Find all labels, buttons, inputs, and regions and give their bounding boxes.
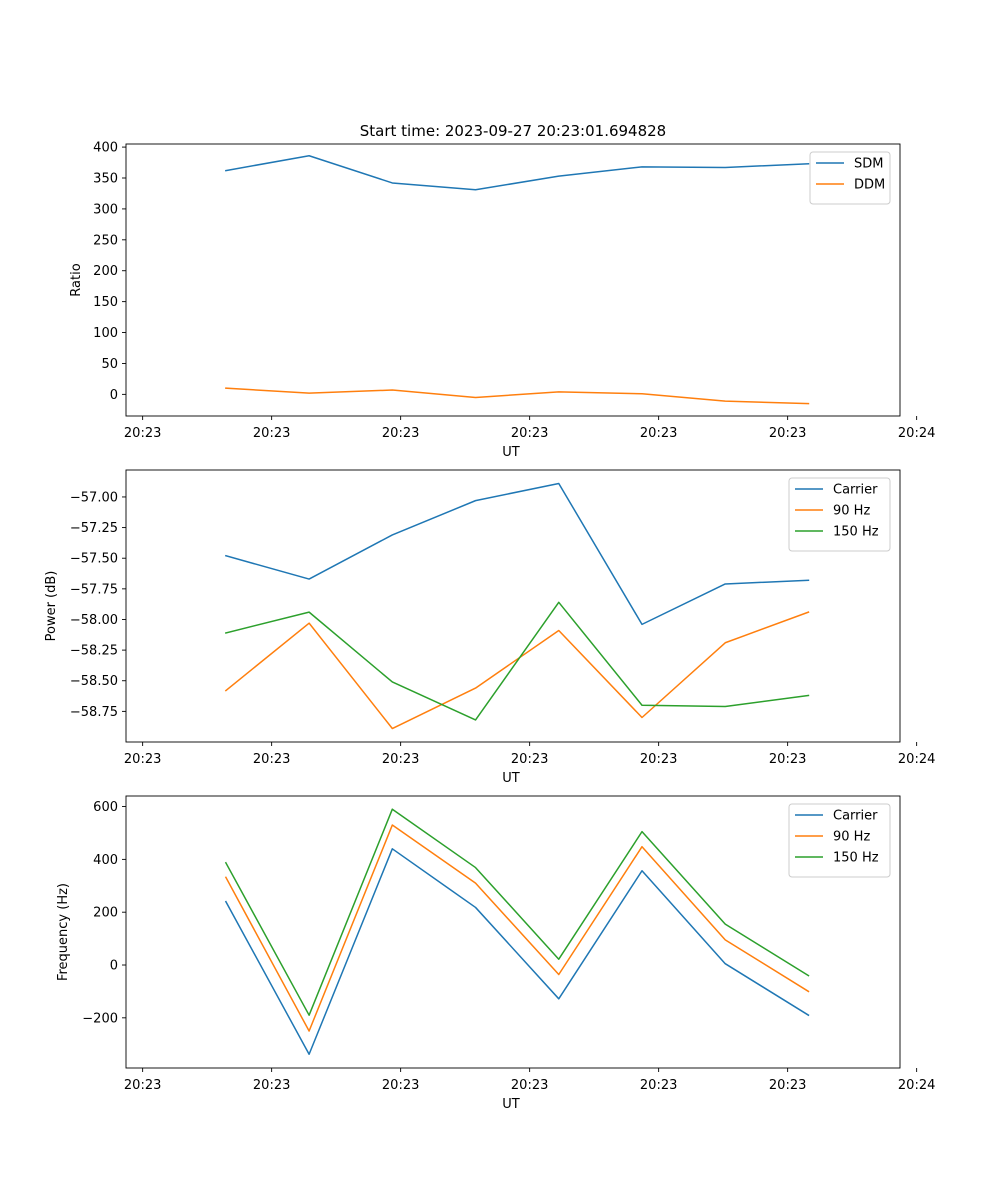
y-tick-label: −200: [82, 1011, 118, 1026]
y-tick-label: −58.50: [70, 674, 118, 689]
axes-frame: [125, 143, 901, 417]
x-tick-label: 20:23: [382, 1078, 419, 1093]
x-tick-label: 20:23: [253, 752, 290, 767]
y-tick-label: 250: [93, 233, 118, 248]
x-tick-label: 20:23: [511, 1078, 548, 1093]
x-tick-label: 20:23: [769, 752, 806, 767]
y-axis-label: Ratio: [69, 263, 84, 296]
x-tick-label: 20:23: [253, 426, 290, 441]
x-axis-label: UT: [502, 445, 520, 460]
y-tick-label: 0: [110, 959, 118, 974]
y-tick-label: −58.25: [70, 644, 118, 659]
series-line-150-hz: [224, 808, 810, 1016]
y-tick-label: 400: [93, 853, 118, 868]
legend-label: 150 Hz: [833, 525, 879, 540]
y-tick-label: 100: [93, 326, 118, 341]
y-tick-label: −57.00: [70, 490, 118, 505]
chart-panel-1: 20:23 20:23 20:23 20:23 20:23 20:23 20:24 0 50 10…: [69, 141, 935, 460]
axes-frame: [125, 469, 901, 743]
x-tick-label: 20:23: [640, 1078, 677, 1093]
x-tick-label: 20:23: [253, 1078, 290, 1093]
y-tick-label: 400: [93, 141, 118, 156]
series-line-carrier: [224, 482, 810, 626]
y-tick-label: 600: [93, 800, 118, 815]
x-tick-label: 20:23: [511, 426, 548, 441]
y-tick-label: −57.50: [70, 552, 118, 567]
series-line-90-hz: [224, 824, 810, 1032]
x-tick-label: 20:23: [382, 752, 419, 767]
series-line-carrier: [224, 848, 810, 1056]
y-axis-label: Frequency (Hz): [56, 883, 71, 981]
x-tick-label: 20:23: [124, 1078, 161, 1093]
y-tick-label: −57.25: [70, 521, 118, 536]
legend: Carrier 90 Hz 150 Hz: [788, 477, 891, 552]
y-tick-label: 200: [93, 906, 118, 921]
legend-label: Carrier: [833, 809, 878, 824]
x-tick-label: 20:24: [898, 1078, 935, 1093]
y-tick-label: −57.75: [70, 582, 118, 597]
x-tick-label: 20:23: [769, 426, 806, 441]
x-tick-label: 20:23: [511, 752, 548, 767]
legend-box: [788, 803, 891, 878]
legend: Carrier 90 Hz 150 Hz: [788, 803, 891, 878]
x-tick-label: 20:23: [124, 426, 161, 441]
legend-box: [809, 151, 891, 205]
series-line-90-hz: [224, 611, 810, 730]
x-tick-label: 20:23: [124, 752, 161, 767]
x-tick-label: 20:24: [898, 752, 935, 767]
y-tick-label: −58.00: [70, 613, 118, 628]
series-line-ddm: [225, 387, 810, 405]
y-tick-label: 0: [110, 388, 118, 403]
chart-panel-2: 20:23 20:23 20:23 20:23 20:23 20:23 20:24 −58.7…: [44, 469, 935, 786]
legend-label: SDM: [854, 157, 883, 172]
y-tick-label: 350: [93, 172, 118, 187]
series-line-sdm: [225, 155, 810, 191]
y-tick-label: 150: [93, 295, 118, 310]
legend-label: DDM: [854, 178, 885, 193]
series-line-150-hz: [224, 601, 810, 721]
x-axis-label: UT: [502, 1097, 520, 1112]
x-tick-label: 20:24: [898, 426, 935, 441]
y-tick-label: −58.75: [70, 705, 118, 720]
legend-label: 90 Hz: [833, 830, 870, 845]
x-tick-label: 20:23: [382, 426, 419, 441]
legend-box: [788, 477, 891, 552]
chart-panel-3: 20:23 20:23 20:23 20:23 20:23 20:23 20:24 −200 0…: [56, 795, 935, 1112]
y-axis-label: Power (dB): [44, 571, 59, 642]
x-tick-label: 20:23: [769, 1078, 806, 1093]
y-tick-label: 300: [93, 202, 118, 217]
figure-title: Start time: 2023-09-27 20:23:01.694828: [360, 122, 666, 140]
legend-label: Carrier: [833, 483, 878, 498]
legend-label: 150 Hz: [833, 851, 879, 866]
x-tick-label: 20:23: [640, 752, 677, 767]
x-tick-label: 20:23: [640, 426, 677, 441]
y-tick-label: 50: [101, 357, 118, 372]
axes-frame: [125, 795, 901, 1069]
y-tick-label: 200: [93, 264, 118, 279]
x-axis-label: UT: [502, 771, 520, 786]
charts-group: 20:23 20:23 20:23 20:23 20:23 20:23 20:24 0 50 10…: [44, 141, 935, 1112]
legend: SDM DDM: [809, 151, 891, 205]
legend-label: 90 Hz: [833, 504, 870, 519]
